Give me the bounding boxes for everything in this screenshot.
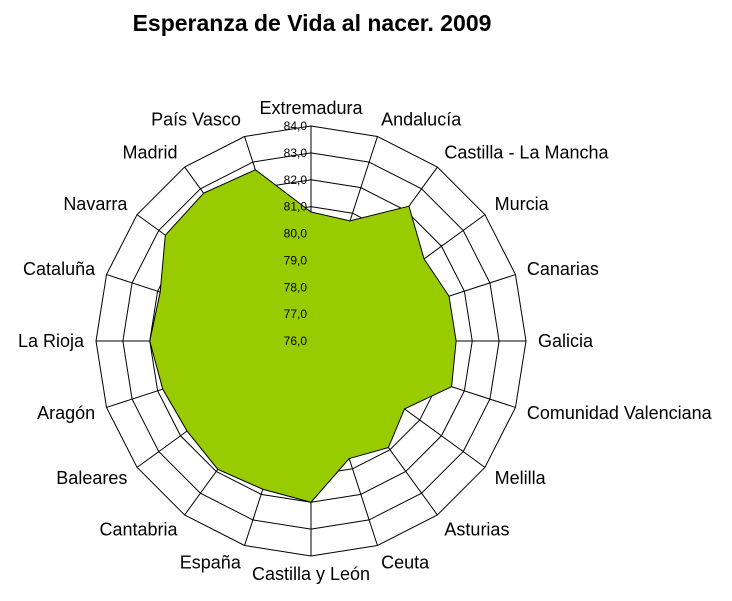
- category-label: Castilla y León: [252, 564, 370, 584]
- category-label: Comunidad Valenciana: [527, 403, 713, 423]
- category-label: La Rioja: [18, 331, 85, 351]
- tick-label: 79,0: [284, 253, 308, 267]
- tick-label: 78,0: [284, 280, 308, 294]
- category-label: Baleares: [56, 468, 127, 488]
- category-label: Canarias: [527, 259, 599, 279]
- category-label: España: [180, 553, 242, 573]
- category-label: Galicia: [538, 331, 594, 351]
- tick-label: 76,0: [284, 334, 308, 348]
- chart-series: [149, 169, 457, 503]
- tick-label: 77,0: [284, 307, 308, 321]
- category-label: Asturias: [444, 520, 509, 540]
- tick-label: 83,0: [284, 146, 308, 160]
- category-label: Melilla: [495, 468, 547, 488]
- chart-tick-labels: 76,0 77,0 78,0 79,0 80,0 81,0 82,0 83,0 84,0: [284, 119, 308, 348]
- category-label: Cataluña: [23, 259, 96, 279]
- category-label: Ceuta: [381, 553, 430, 573]
- category-label: Madrid: [123, 142, 178, 162]
- chart-title: Esperanza de Vida al nacer. 2009: [133, 10, 492, 36]
- tick-label: 80,0: [284, 227, 308, 241]
- category-label: Andalucía: [381, 109, 462, 129]
- category-label: País Vasco: [151, 109, 241, 129]
- category-label: Navarra: [63, 194, 128, 214]
- category-label: Extremadura: [259, 98, 363, 118]
- category-label: Cantabria: [100, 520, 179, 540]
- tick-label: 84,0: [284, 119, 308, 133]
- category-label: Murcia: [495, 194, 550, 214]
- tick-label: 82,0: [284, 173, 308, 187]
- tick-label: 81,0: [284, 200, 308, 214]
- category-label: Castilla - La Mancha: [444, 142, 609, 162]
- category-label: Aragón: [37, 403, 95, 423]
- chart-category-labels: Extremadura Andalucía Castilla - La Mancha…: [18, 98, 713, 584]
